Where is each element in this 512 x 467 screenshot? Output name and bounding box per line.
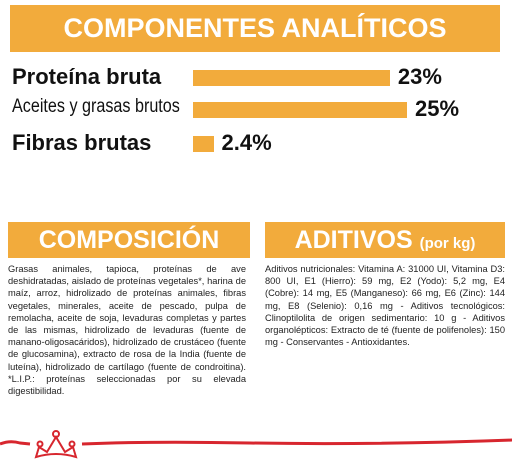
value-label: 25% (415, 96, 460, 121)
title-banner: COMPONENTES ANALÍTICOS (10, 5, 500, 52)
bar (193, 102, 407, 118)
composition-banner: COMPOSICIÓN (8, 222, 250, 258)
composition-text: Grasas animales, tapioca, proteínas de a… (8, 264, 246, 397)
bar (193, 70, 390, 86)
additives-banner: ADITIVOS (por kg) (265, 222, 505, 258)
additives-text: Aditivos nutricionales: Vitamina A: 3100… (265, 264, 505, 348)
title: COMPONENTES ANALÍTICOS (63, 13, 447, 43)
composition-title: COMPOSICIÓN (38, 226, 220, 254)
additives-title: ADITIVOS (294, 226, 413, 254)
value-label: 2.4% (221, 130, 272, 155)
additives-subtitle: (por kg) (419, 235, 476, 252)
footer-logo (0, 430, 512, 459)
row-label: Aceites y grasas brutos (12, 96, 180, 117)
bar (193, 136, 214, 152)
row-label: Fibras brutas (12, 130, 152, 155)
value-label: 23% (397, 64, 442, 89)
row-label: Proteína bruta (12, 64, 162, 89)
